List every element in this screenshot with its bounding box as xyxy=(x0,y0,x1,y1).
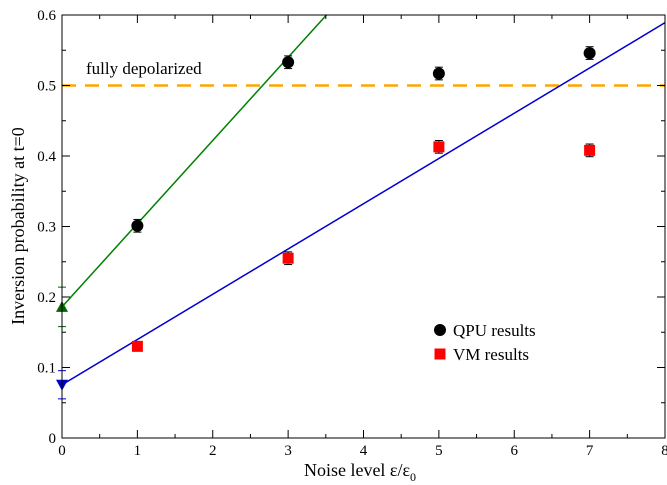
x-tick-label: 2 xyxy=(209,443,217,459)
y-tick-label: 0.2 xyxy=(37,290,56,306)
x-tick-label: 3 xyxy=(284,443,292,459)
legend-label: VM results xyxy=(453,345,529,364)
y-tick-label: 0.4 xyxy=(37,149,56,165)
vm-point xyxy=(433,141,445,153)
x-tick-label: 7 xyxy=(586,443,594,459)
y-tick-label: 0.6 xyxy=(37,8,56,24)
legend: QPU results VM results xyxy=(434,321,536,364)
y-tick-label: 0.5 xyxy=(37,79,56,95)
vm-point xyxy=(584,144,596,156)
y-tick-label: 0 xyxy=(49,431,57,447)
legend-marker xyxy=(434,348,446,360)
x-tick-label: 4 xyxy=(360,443,368,459)
x-tick-label: 5 xyxy=(435,443,443,459)
vm-point xyxy=(282,252,294,264)
data-layer xyxy=(131,46,596,352)
y-tick-label: 0.3 xyxy=(37,220,56,236)
x-tick-label: 8 xyxy=(661,443,667,459)
fit-line xyxy=(62,22,665,386)
qpu-point xyxy=(432,67,445,80)
axes-layer: 0 1 2 3 4 5 6 7 8 0 0.1 0.2 0.3 0.4 0.5 0.6 xyxy=(37,8,667,459)
qpu-point xyxy=(131,219,144,232)
x-tick-label: 6 xyxy=(511,443,519,459)
qpu-point xyxy=(583,47,596,60)
x-tick-label: 0 xyxy=(58,443,66,459)
reference-line-label: fully depolarized xyxy=(86,59,202,78)
plot-frame xyxy=(61,14,666,439)
vm-point xyxy=(131,340,143,352)
y-tick-label: 0.1 xyxy=(37,361,56,377)
fit-layer xyxy=(62,15,665,386)
legend-marker xyxy=(434,324,446,336)
qpu-point xyxy=(282,56,295,69)
legend-label: QPU results xyxy=(453,321,536,340)
x-tick-label: 1 xyxy=(134,443,142,459)
x-axis-label: Noise level ε/ε0 xyxy=(304,460,416,484)
y-axis-label: Inversion probability at t=0 xyxy=(8,127,28,325)
fit-line xyxy=(62,15,328,308)
